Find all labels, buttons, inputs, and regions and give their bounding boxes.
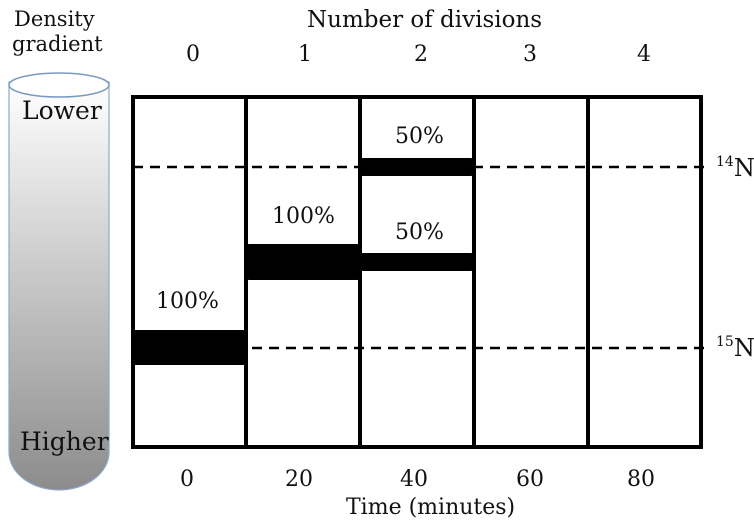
band-gen2-hybrid	[360, 253, 474, 271]
band-gen1-hybrid	[246, 244, 360, 280]
band-gen2-hybrid-label: 50%	[395, 220, 444, 245]
tube-cap	[8, 72, 110, 98]
n15-element: N	[733, 334, 754, 362]
time-label: 20	[285, 467, 313, 492]
band-gen2-light-label: 50%	[395, 124, 444, 149]
density-label-line2: gradient	[12, 32, 103, 56]
n14-mass: 14	[716, 154, 734, 170]
division-label: 3	[523, 42, 537, 67]
division-label: 1	[298, 42, 312, 67]
band-gen0-heavy	[131, 330, 246, 365]
generation-grid	[131, 95, 703, 449]
band-gen2-light	[360, 158, 474, 176]
time-label: 0	[180, 467, 194, 492]
time-label: 40	[400, 467, 428, 492]
time-label: 60	[516, 467, 544, 492]
n14-label: 14N	[716, 155, 754, 180]
density-label-line1: Density	[14, 7, 95, 31]
division-label: 2	[414, 42, 428, 67]
time-label: 80	[627, 467, 655, 492]
tube-bottom-label: Higher	[20, 427, 109, 456]
n15-mass: 15	[716, 334, 734, 350]
division-label: 4	[637, 42, 651, 67]
band-gen1-hybrid-label: 100%	[272, 204, 335, 229]
division-label: 0	[186, 42, 200, 67]
grid-frame	[131, 95, 703, 449]
tube-body	[8, 81, 110, 491]
n14-element: N	[733, 154, 754, 182]
time-axis-title: Time (minutes)	[346, 495, 516, 520]
divisions-title: Number of divisions	[307, 7, 543, 33]
test-tube	[8, 72, 110, 491]
n15-label: 15N	[716, 335, 754, 360]
tube-top-label: Lower	[22, 96, 102, 125]
band-gen0-heavy-label: 100%	[156, 289, 219, 314]
